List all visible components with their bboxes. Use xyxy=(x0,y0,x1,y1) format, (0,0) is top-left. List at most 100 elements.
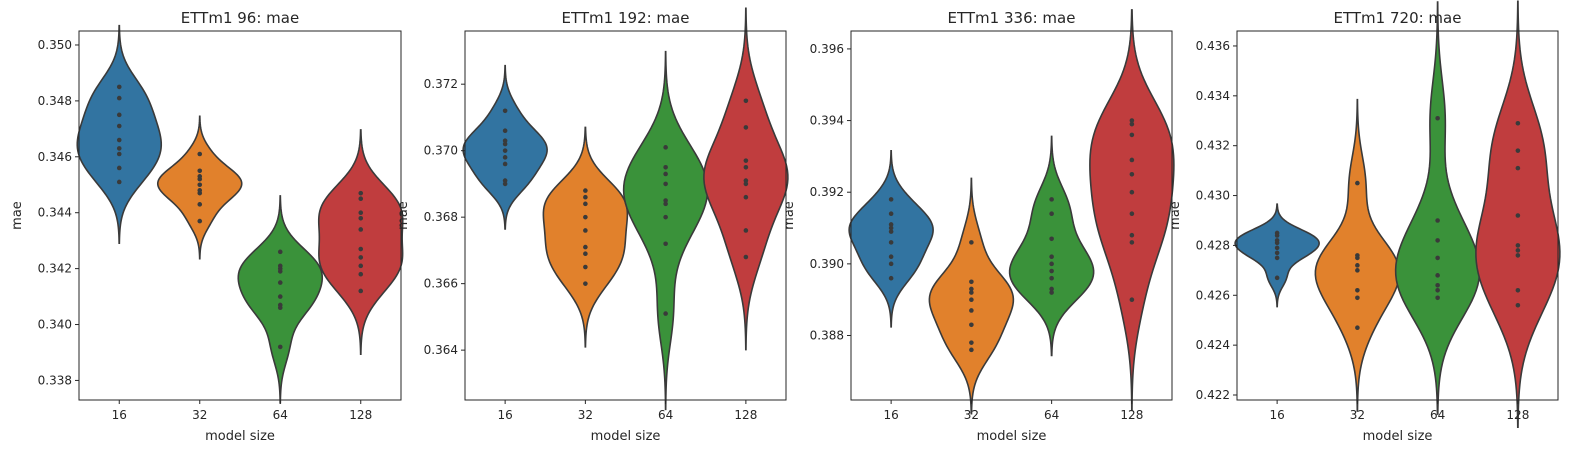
violin-16 xyxy=(76,24,163,244)
data-point xyxy=(1274,230,1280,236)
x-tick-label: 16 xyxy=(1269,408,1284,422)
data-point xyxy=(1435,273,1440,278)
data-point xyxy=(1129,157,1135,163)
y-tick-label: 0.396 xyxy=(810,42,844,56)
data-point xyxy=(1274,245,1280,251)
data-point xyxy=(1129,121,1135,127)
data-point xyxy=(1274,275,1280,281)
data-point xyxy=(1355,263,1360,268)
data-point xyxy=(197,218,203,224)
data-point xyxy=(1129,189,1135,195)
data-point xyxy=(502,138,508,143)
data-point xyxy=(116,137,122,143)
x-tick-label: 32 xyxy=(964,408,979,422)
data-point xyxy=(969,297,974,302)
violin-128 xyxy=(317,129,404,355)
y-tick-label: 0.424 xyxy=(1196,338,1230,352)
data-point xyxy=(663,145,668,150)
data-point xyxy=(1515,288,1521,293)
data-point xyxy=(1515,120,1521,126)
data-point xyxy=(1129,132,1135,138)
data-point xyxy=(663,181,668,187)
x-tick-label: 32 xyxy=(1350,408,1365,422)
data-point xyxy=(358,263,364,269)
data-point xyxy=(1049,254,1054,259)
data-point xyxy=(358,216,364,221)
chart-title: ETTm1 96: mae xyxy=(181,9,299,27)
y-tick-label: 0.350 xyxy=(38,38,72,52)
y-tick-label: 0.392 xyxy=(810,185,844,199)
data-point xyxy=(969,279,974,285)
data-point xyxy=(358,210,364,215)
data-point xyxy=(888,275,894,281)
data-point xyxy=(1129,172,1135,177)
y-tick-label: 0.346 xyxy=(38,150,72,164)
data-point xyxy=(1049,197,1054,202)
data-point xyxy=(277,294,283,299)
x-axis-label: model size xyxy=(1363,429,1433,444)
data-point xyxy=(1129,211,1135,217)
data-point xyxy=(663,241,668,247)
data-point xyxy=(1515,253,1521,258)
y-tick-label: 0.364 xyxy=(424,343,458,357)
y-tick-label: 0.426 xyxy=(1196,288,1230,302)
data-point xyxy=(358,255,364,260)
violin-32 xyxy=(928,177,1015,415)
plot-frame xyxy=(850,30,1173,401)
y-tick-label: 0.372 xyxy=(424,77,458,91)
data-point xyxy=(583,244,588,250)
data-point xyxy=(1049,261,1054,267)
y-tick-label: 0.394 xyxy=(810,114,844,128)
data-point xyxy=(277,302,283,308)
violin-64 xyxy=(1008,135,1095,357)
y-axis-label: mae xyxy=(396,201,411,230)
x-tick-label: 128 xyxy=(734,408,757,422)
data-point xyxy=(969,347,974,353)
y-tick-label: 0.422 xyxy=(1196,388,1230,402)
data-point xyxy=(969,286,974,292)
data-point xyxy=(888,211,894,217)
data-point xyxy=(969,322,974,328)
data-point xyxy=(358,196,364,202)
data-point xyxy=(1355,325,1360,331)
data-point xyxy=(1129,118,1135,123)
data-point xyxy=(277,249,283,255)
data-point xyxy=(583,201,588,207)
chart-title: ETTm1 720: mae xyxy=(1334,9,1462,27)
data-point xyxy=(663,198,668,203)
data-point xyxy=(969,240,974,245)
data-point xyxy=(1435,283,1440,288)
data-point xyxy=(116,95,122,101)
data-point xyxy=(663,171,668,177)
chart-title: ETTm1 192: mae xyxy=(562,9,690,27)
data-point xyxy=(888,254,894,259)
violin-64 xyxy=(237,195,324,404)
violin-64 xyxy=(622,50,709,411)
violin-32 xyxy=(542,126,629,348)
data-point xyxy=(197,151,203,157)
data-point xyxy=(1355,295,1360,301)
data-point xyxy=(502,108,508,114)
data-point xyxy=(1435,115,1440,121)
x-tick-label: 128 xyxy=(349,408,372,422)
data-point xyxy=(583,228,588,233)
chart-panel-4: 0.422 0.424 0.426 0.428 0.430 0.432 0.434 0.436… xyxy=(1168,0,1561,444)
x-tick-label: 32 xyxy=(192,408,207,422)
data-point xyxy=(1049,268,1054,274)
data-point xyxy=(1435,295,1440,301)
data-point xyxy=(277,344,283,350)
chart-title: ETTm1 336: mae xyxy=(948,9,1076,27)
data-point xyxy=(197,188,203,193)
x-tick-label: 32 xyxy=(578,408,593,422)
data-point xyxy=(888,225,894,231)
data-point xyxy=(116,84,122,90)
violin-16 xyxy=(462,64,548,230)
x-axis-label: model size xyxy=(977,429,1047,444)
data-point xyxy=(888,197,894,202)
chart-panel-2: 0.364 0.366 0.368 0.370 0.372 16 32 64 128 ETTm1 … xyxy=(396,7,789,444)
data-point xyxy=(663,214,668,220)
data-point xyxy=(663,311,668,316)
x-tick-label: 16 xyxy=(883,408,898,422)
y-axis-label: mae xyxy=(10,201,25,230)
data-point xyxy=(1435,288,1440,293)
